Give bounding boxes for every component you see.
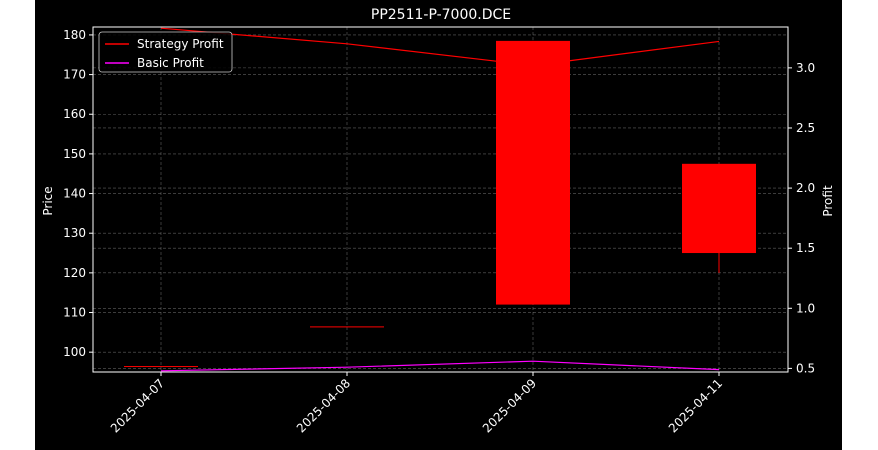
legend-box <box>98 31 233 73</box>
y-axis-label-left: Price <box>41 186 55 215</box>
candle-body <box>310 326 384 328</box>
y-tick-label-right: 0.5 <box>796 361 815 375</box>
y-tick-label-left: 100 <box>63 345 86 359</box>
series-line <box>160 360 720 372</box>
x-tick-label: 2025-04-07 <box>108 376 167 435</box>
chart-svg: PP2511-P-7000.DCE Price Profit 100 110 120… <box>41 7 835 435</box>
legend-label: Basic Profit <box>137 56 204 70</box>
candle-body <box>496 40 570 305</box>
series-line <box>160 27 720 67</box>
candle-body <box>124 366 198 368</box>
line-layer <box>160 27 720 372</box>
chart-title: PP2511-P-7000.DCE <box>371 7 511 23</box>
y-tick-label-right: 1.5 <box>796 241 815 255</box>
y-axis-label-right: Profit <box>821 185 835 217</box>
candle-layer <box>124 40 756 368</box>
legend-label: Strategy Profit <box>137 37 224 51</box>
plot-area-frame <box>92 26 789 373</box>
y-tick-label-left: 110 <box>63 306 86 320</box>
y-tick-label-right: 2.5 <box>796 121 815 135</box>
legend: Strategy Profit Basic Profit <box>98 31 233 73</box>
candle-body <box>682 163 756 254</box>
x-tick-label: 2025-04-11 <box>666 376 725 435</box>
y-tick-label-left: 140 <box>63 187 86 201</box>
chart-figure: PP2511-P-7000.DCE Price Profit 100 110 120… <box>35 0 842 450</box>
y-tick-label-right: 1.0 <box>796 301 815 315</box>
y-tick-label-left: 160 <box>63 107 86 121</box>
y-tick-label-right: 3.0 <box>796 61 815 75</box>
y-tick-label-left: 150 <box>63 147 86 161</box>
y-tick-label-left: 180 <box>63 28 86 42</box>
x-tick-label: 2025-04-08 <box>294 376 353 435</box>
x-tick-label: 2025-04-09 <box>480 376 539 435</box>
y-tick-label-left: 120 <box>63 266 86 280</box>
y-tick-label-left: 130 <box>63 226 86 240</box>
y-tick-label-right: 2.0 <box>796 181 815 195</box>
y-tick-label-left: 170 <box>63 68 86 82</box>
